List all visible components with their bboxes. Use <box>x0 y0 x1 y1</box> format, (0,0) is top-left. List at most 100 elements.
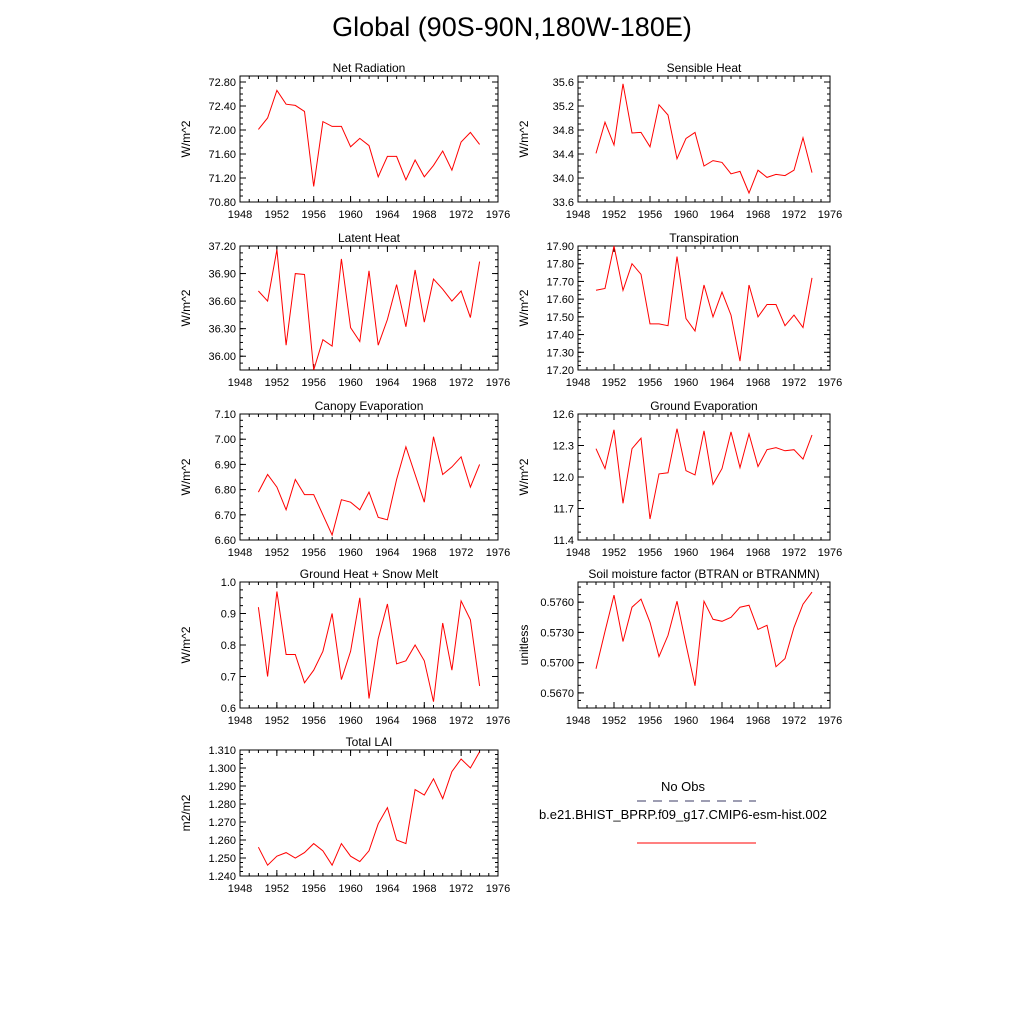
y-tick-label: 1.300 <box>208 763 236 775</box>
x-tick-label: 1960 <box>338 209 362 221</box>
x-tick-label: 1948 <box>228 547 252 559</box>
panel-ground-heat-snow-melt: 1948 1952 1956 1960 1964 1968 1972 1976 0.6 0.7 0.… <box>179 567 510 727</box>
y-tick-label: 0.5670 <box>540 688 574 700</box>
y-tick-label: 0.5730 <box>540 627 574 639</box>
x-tick-label: 1948 <box>228 209 252 221</box>
x-tick-label: 1968 <box>412 209 436 221</box>
y-axis-label: W/m^2 <box>517 289 531 326</box>
y-tick-label: 37.20 <box>208 241 236 253</box>
y-tick-label: 12.3 <box>553 441 574 453</box>
y-tick-label: 11.7 <box>553 504 574 516</box>
x-tick-label: 1972 <box>449 209 473 221</box>
x-tick-label: 1976 <box>818 715 842 727</box>
y-tick-label: 36.30 <box>208 324 236 336</box>
x-tick-label: 1948 <box>566 377 590 389</box>
x-tick-label: 1972 <box>449 883 473 895</box>
series-line-0 <box>257 751 481 867</box>
y-tick-label: 35.2 <box>553 101 574 113</box>
x-tick-label: 1960 <box>674 209 698 221</box>
y-axis-label: W/m^2 <box>517 120 531 157</box>
x-tick-label: 1952 <box>265 715 289 727</box>
x-tick-label: 1960 <box>674 547 698 559</box>
x-tick-label: 1956 <box>301 715 325 727</box>
y-tick-label: 12.6 <box>553 409 574 421</box>
y-tick-label: 71.60 <box>208 149 236 161</box>
x-tick-label: 1972 <box>782 715 806 727</box>
x-tick-label: 1948 <box>228 715 252 727</box>
plot-frame <box>577 245 831 371</box>
legend-line-samples <box>637 800 756 844</box>
y-tick-label: 0.5700 <box>540 658 574 670</box>
y-tick-label: 0.6 <box>221 703 236 715</box>
y-axis-label: W/m^2 <box>517 458 531 495</box>
x-tick-label: 1964 <box>375 547 399 559</box>
x-tick-label: 1960 <box>338 377 362 389</box>
x-tick-label: 1976 <box>486 547 510 559</box>
x-tick-label: 1952 <box>265 377 289 389</box>
y-tick-label: 1.290 <box>208 781 236 793</box>
y-tick-label: 1.280 <box>208 799 236 811</box>
x-tick-label: 1976 <box>486 377 510 389</box>
y-tick-label: 6.90 <box>215 459 236 471</box>
y-tick-label: 17.60 <box>546 294 574 306</box>
series-line-0 <box>595 428 813 520</box>
y-tick-label: 35.6 <box>553 77 574 89</box>
legend-entry-model-run: b.e21.BHIST_BPRP.f09_g17.CMIP6-esm-hist.… <box>538 807 828 822</box>
x-tick-label: 1956 <box>301 547 325 559</box>
y-tick-label: 7.00 <box>215 434 236 446</box>
x-tick-label: 1952 <box>265 883 289 895</box>
y-tick-label: 71.20 <box>208 173 236 185</box>
x-tick-label: 1972 <box>782 209 806 221</box>
x-tick-label: 1956 <box>638 209 662 221</box>
plot-frame <box>239 413 499 541</box>
x-tick-label: 1964 <box>710 715 734 727</box>
x-tick-label: 1964 <box>375 715 399 727</box>
y-tick-label: 17.90 <box>546 241 574 253</box>
panel-title: Transpiration <box>669 231 739 245</box>
y-tick-label: 1.310 <box>208 745 236 757</box>
x-tick-label: 1976 <box>818 377 842 389</box>
y-axis-label: m2/m2 <box>179 794 193 831</box>
y-tick-label: 12.0 <box>553 472 574 484</box>
x-tick-label: 1952 <box>602 547 626 559</box>
x-tick-label: 1976 <box>486 715 510 727</box>
y-tick-label: 17.50 <box>546 312 574 324</box>
x-tick-label: 1960 <box>674 715 698 727</box>
y-tick-label: 1.270 <box>208 817 236 829</box>
y-tick-label: 17.80 <box>546 259 574 271</box>
x-tick-label: 1948 <box>228 377 252 389</box>
panel-transpiration: 1948 1952 1956 1960 1964 1968 1972 1976 17.20 17.… <box>517 231 842 389</box>
x-tick-label: 1968 <box>746 209 770 221</box>
y-tick-label: 0.7 <box>221 672 236 684</box>
x-tick-label: 1948 <box>566 547 590 559</box>
y-tick-label: 17.40 <box>546 330 574 342</box>
series-line-0 <box>258 249 481 371</box>
panel-ground-evaporation: 1948 1952 1956 1960 1964 1968 1972 1976 11.4 11.7… <box>517 399 842 559</box>
x-tick-label: 1972 <box>782 547 806 559</box>
panel-net-radiation: 1948 1952 1956 1960 1964 1968 1972 1976 70.80 71.… <box>179 61 510 221</box>
x-tick-label: 1964 <box>710 377 734 389</box>
y-tick-label: 34.4 <box>553 149 574 161</box>
x-tick-label: 1964 <box>375 377 399 389</box>
y-axis-label: W/m^2 <box>179 120 193 157</box>
panel-latent-heat: 1948 1952 1956 1960 1964 1968 1972 1976 36.00 36.… <box>179 231 510 389</box>
series-line-0 <box>257 591 481 702</box>
y-tick-label: 34.0 <box>553 173 574 185</box>
y-tick-label: 11.4 <box>553 535 574 547</box>
x-tick-label: 1960 <box>338 547 362 559</box>
series-line-0 <box>258 89 480 187</box>
panel-title: Net Radiation <box>333 61 406 75</box>
x-tick-label: 1968 <box>412 715 436 727</box>
x-tick-label: 1968 <box>412 377 436 389</box>
y-tick-label: 72.80 <box>208 77 236 89</box>
series-line-0 <box>595 83 813 195</box>
x-tick-label: 1976 <box>818 547 842 559</box>
y-tick-label: 70.80 <box>208 197 236 209</box>
y-tick-label: 36.00 <box>208 351 236 363</box>
x-tick-label: 1976 <box>486 883 510 895</box>
series-line-0 <box>257 436 481 537</box>
panel-title: Ground Heat + Snow Melt <box>300 567 439 581</box>
panel-soil-moisture-factor-btran-or-btranmn: 1948 1952 1956 1960 1964 1968 1972 1976 0.5670 0.… <box>517 567 842 727</box>
x-tick-label: 1956 <box>638 715 662 727</box>
x-tick-label: 1972 <box>449 377 473 389</box>
